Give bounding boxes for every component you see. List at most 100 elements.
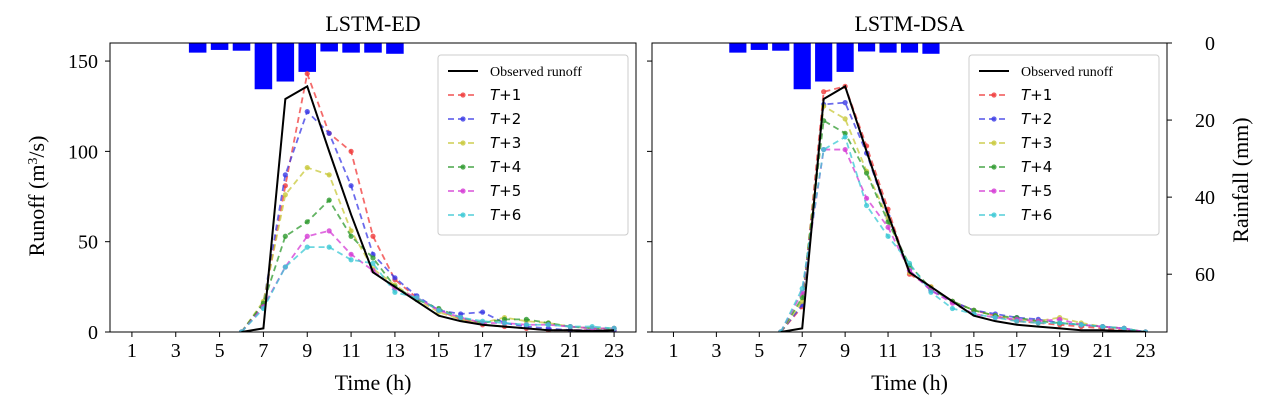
legend-box	[437, 54, 629, 236]
x-tick-label: 23	[604, 340, 624, 362]
x-tick-label: 11	[878, 340, 897, 362]
plot-frame	[109, 42, 637, 333]
rainfall-bar	[342, 43, 360, 53]
legend-swatch-dot	[991, 164, 997, 170]
legend-swatch-dot	[460, 140, 466, 146]
rainfall-bar	[793, 43, 811, 90]
series-point	[326, 130, 332, 136]
series-point	[842, 116, 848, 122]
series-point	[304, 244, 310, 250]
series-point	[863, 170, 870, 176]
series-point	[326, 244, 332, 250]
legend-label: T+6	[490, 206, 521, 224]
x-tick-label: 7	[797, 340, 807, 362]
rainfall-bar	[858, 43, 876, 52]
series-point	[348, 251, 354, 257]
series-point	[282, 233, 288, 239]
legend-swatch-dot	[991, 92, 997, 98]
series-point	[370, 260, 376, 266]
series-point	[392, 275, 398, 281]
rainfall-bar	[729, 43, 747, 53]
x-axis-label: Time (h)	[335, 370, 412, 395]
legend-label: T+3	[490, 134, 521, 152]
x-tick-label: 9	[302, 340, 312, 362]
series-point	[304, 165, 310, 171]
x-tick-label: 15	[964, 340, 984, 362]
legend-swatch-dot	[991, 116, 997, 122]
x-tick-label: 13	[385, 340, 405, 362]
x-tick-label: 17	[1007, 340, 1027, 362]
rainfall-bar	[836, 43, 854, 72]
series-point	[1078, 322, 1084, 328]
series-point	[1100, 323, 1106, 330]
series-point	[949, 305, 956, 312]
rainfall-bar	[320, 43, 338, 52]
legend-label: T+1	[490, 86, 521, 104]
observed-runoff-line	[780, 84, 1146, 332]
series-point	[1057, 320, 1063, 326]
rainfall-bar	[232, 43, 251, 51]
series-point	[523, 316, 530, 322]
series-point	[348, 183, 354, 189]
series-point	[326, 197, 332, 203]
series-point	[414, 295, 420, 301]
series-point	[370, 255, 376, 261]
series-point	[1121, 325, 1127, 331]
x-tick-label: 17	[473, 340, 493, 362]
legend-label: T+2	[490, 110, 521, 128]
legend-label: T+5	[490, 182, 521, 200]
series-point	[1057, 316, 1063, 322]
legend-swatch-dot	[460, 188, 466, 194]
series-point	[567, 323, 573, 330]
series-point	[282, 172, 288, 178]
series-point	[545, 322, 551, 328]
series-point	[282, 192, 288, 198]
x-tick-label: 23	[1136, 340, 1156, 362]
series-point	[863, 195, 870, 201]
rainfall-bar	[922, 43, 940, 54]
x-tick-label: 19	[516, 340, 536, 362]
series-point	[589, 323, 595, 330]
series-point	[799, 298, 805, 304]
y2-tick-label: 20	[1195, 110, 1215, 132]
series-point	[501, 320, 508, 326]
rainfall-bar	[364, 43, 382, 53]
x-tick-label: 5	[215, 340, 225, 362]
legend-label: T+2	[1021, 110, 1052, 128]
series-point	[304, 219, 310, 225]
legend-label-observed: Observed runoff	[490, 65, 582, 80]
legend-swatch-dot	[460, 92, 466, 98]
legend-label: T+6	[1021, 206, 1052, 224]
series-line-tplus1	[240, 70, 615, 332]
rainfall-bar	[750, 43, 768, 50]
series-point	[821, 146, 827, 153]
y2-tick-label: 60	[1195, 264, 1215, 286]
rainfall-bar	[188, 43, 207, 53]
x-tick-label: 3	[171, 340, 181, 362]
y-tick-label: 150	[68, 51, 98, 73]
rainfall-bar	[900, 43, 919, 53]
x-tick-label: 7	[258, 340, 268, 362]
x-tick-label: 5	[754, 340, 764, 362]
series-point	[1035, 320, 1041, 326]
plot-frame	[651, 42, 1168, 333]
legend-swatch-dot	[460, 116, 466, 122]
legend-swatch-dot	[991, 140, 997, 146]
series-point	[971, 307, 977, 313]
series-line-tplus3	[780, 104, 1146, 332]
rainfall-bar	[815, 43, 833, 82]
legend-swatch-dot	[991, 188, 997, 194]
rainfall-bar	[298, 43, 317, 72]
y2-tick-label: 40	[1195, 187, 1215, 209]
x-axis-label: Time (h)	[871, 370, 948, 395]
series-point	[304, 109, 310, 115]
series-point	[392, 289, 398, 295]
legend-box	[968, 54, 1160, 236]
series-point	[523, 322, 530, 328]
series-point	[458, 311, 464, 317]
series-point	[842, 134, 848, 140]
legend-label: T+4	[490, 158, 521, 176]
series-point	[842, 100, 848, 106]
